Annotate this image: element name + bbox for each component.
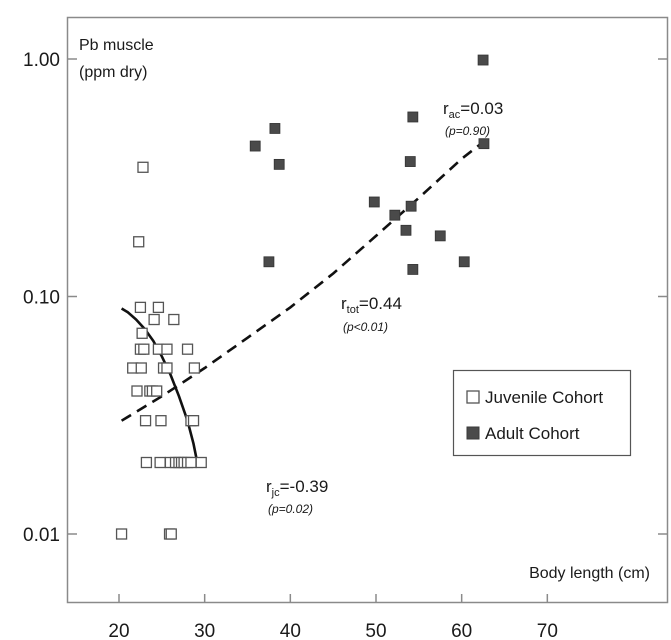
- annotation-juvenile: rjc=-0.39 (p=0.02): [266, 477, 328, 516]
- x-tick-label-30: 30: [194, 621, 215, 640]
- juvenile-point-4: [136, 327, 148, 339]
- annotation-juvenile-value: =-0.39: [280, 477, 329, 496]
- annotation-total-r: r: [341, 294, 347, 313]
- juvenile-point-3: [134, 301, 147, 314]
- adult-point-9: [407, 264, 419, 275]
- adult-point-5: [389, 209, 401, 221]
- svg-text:rac=0.03: rac=0.03: [443, 99, 503, 121]
- y-axis-title-line1: Pb muscle: [79, 37, 154, 54]
- juvenile-point-6: [131, 385, 143, 397]
- x-tick-label-60: 60: [451, 621, 472, 640]
- juvenile-point-0: [115, 528, 128, 540]
- x-tick-label-40: 40: [280, 621, 301, 640]
- legend: Juvenile Cohort Adult Cohort: [452, 369, 632, 457]
- juvenile-point-26: [168, 313, 180, 326]
- adult-point-1: [263, 256, 275, 268]
- juvenile-point-22: [161, 343, 173, 355]
- annotation-juvenile-sub: jc: [271, 487, 280, 499]
- annotation-adult-r: r: [443, 99, 449, 118]
- annotation-total-sub: tot: [347, 304, 359, 316]
- juvenile-point-33: [185, 456, 197, 469]
- legend-marker-adult: [466, 426, 480, 440]
- juvenile-point-15: [151, 385, 163, 397]
- y-tick-label-0: 0.01: [23, 525, 60, 546]
- legend-label-juvenile: Juvenile Cohort: [485, 388, 603, 407]
- y-axis-ticks: 0.01 0.10 1.00: [23, 50, 668, 546]
- juvenile-point-9: [135, 362, 147, 374]
- annotation-total: rtot=0.44 (p<0.01): [341, 294, 402, 334]
- juvenile-point-14: [148, 313, 160, 326]
- adult-point-2: [269, 123, 281, 134]
- juvenile-point-10: [139, 415, 152, 427]
- svg-text:rjc=-0.39: rjc=-0.39: [266, 477, 328, 499]
- juvenile-point-8: [138, 343, 150, 355]
- juvenile-point-36: [188, 362, 201, 374]
- annotation-adult-sub: ac: [449, 109, 461, 121]
- annotation-total-value: =0.44: [359, 294, 402, 313]
- fit-curve-total: [120, 140, 485, 422]
- plot-frame: [66, 16, 669, 604]
- juvenile-point-16: [152, 301, 165, 314]
- adult-point-13: [477, 54, 489, 66]
- annotation-juvenile-p: (p=0.02): [268, 502, 313, 516]
- adult-point-0: [249, 140, 261, 152]
- adult-point-3: [273, 158, 285, 170]
- juvenile-point-19: [154, 456, 166, 469]
- series-adult-markers: [249, 54, 490, 275]
- juvenile-point-37: [195, 456, 207, 469]
- adult-point-8: [405, 200, 417, 212]
- x-axis-title: Body length (cm): [529, 565, 650, 582]
- annotation-juvenile-r: r: [266, 477, 272, 496]
- legend-box: [452, 369, 632, 457]
- series-juvenile-markers: [115, 161, 207, 540]
- annotation-adult-p: (p=0.90): [445, 124, 490, 138]
- x-tick-label-20: 20: [108, 621, 129, 640]
- annotation-total-p: (p<0.01): [343, 320, 388, 334]
- annotation-adult-value: =0.03: [460, 99, 503, 118]
- x-tick-label-50: 50: [365, 621, 386, 640]
- adult-point-14: [478, 138, 490, 150]
- y-axis-title-line2: (ppm dry): [79, 64, 147, 81]
- juvenile-point-2: [137, 161, 149, 173]
- annotation-adult: rac=0.03 (p=0.90): [443, 99, 503, 138]
- y-tick-label-2: 1.00: [23, 50, 60, 71]
- juvenile-point-18: [155, 415, 167, 427]
- legend-marker-juvenile: [466, 390, 480, 404]
- x-axis-ticks: 20 30 40 50 60 70: [108, 594, 558, 640]
- juvenile-point-35: [187, 415, 200, 427]
- y-tick-label-1: 0.10: [23, 288, 60, 309]
- juvenile-point-32: [181, 343, 194, 355]
- juvenile-point-21: [161, 362, 173, 374]
- juvenile-point-11: [140, 456, 153, 469]
- juvenile-point-25: [165, 528, 177, 540]
- legend-label-adult: Adult Cohort: [485, 424, 580, 443]
- svg-text:rtot=0.44: rtot=0.44: [341, 294, 402, 316]
- adult-point-10: [407, 111, 419, 123]
- juvenile-point-1: [133, 236, 145, 248]
- adult-point-11: [434, 230, 446, 242]
- adult-point-6: [400, 224, 412, 236]
- adult-point-4: [368, 196, 380, 208]
- fit-curve-juvenile: [120, 307, 200, 466]
- adult-point-7: [404, 156, 416, 167]
- x-tick-label-70: 70: [537, 621, 558, 640]
- adult-point-12: [458, 256, 470, 268]
